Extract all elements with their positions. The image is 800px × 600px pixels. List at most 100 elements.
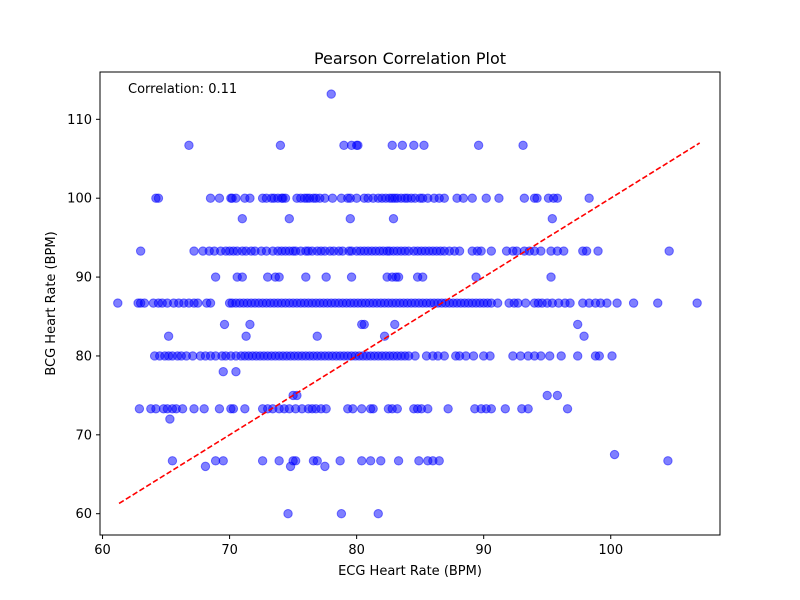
x-tick-label: 60 (94, 543, 111, 558)
scatter-point (418, 272, 428, 282)
scatter-point (200, 461, 211, 472)
scatter-point (458, 193, 469, 203)
scatter-point (579, 331, 589, 341)
chart-title: Pearson Correlation Plot (314, 49, 506, 68)
scatter-point (546, 272, 556, 282)
scatter-point (607, 351, 617, 361)
scatter-point (552, 193, 563, 203)
x-axis-ticks: 60 70 80 90 100 (94, 535, 623, 558)
scatter-point (205, 193, 216, 203)
scatter-point (434, 456, 444, 466)
scatter-point (177, 404, 188, 414)
scatter-point (321, 404, 331, 414)
scatter-point (443, 404, 453, 414)
scatter-point (353, 140, 363, 151)
scatter-point (471, 272, 481, 282)
scatter-point (390, 319, 400, 330)
scatter-point (594, 351, 604, 361)
scatter-point (559, 246, 569, 256)
scatter-point (388, 214, 399, 224)
scatter-point (139, 298, 150, 308)
x-tick-label: 100 (598, 543, 623, 558)
scatter-point (494, 193, 504, 203)
scatter-point (409, 140, 419, 151)
correlation-annotation: Correlation: 0.11 (128, 82, 237, 97)
plot-area-frame (99, 71, 721, 536)
scatter-point (219, 319, 230, 330)
scatter-point (392, 404, 402, 414)
scatter-point (612, 298, 622, 308)
scatter-point (241, 331, 251, 341)
x-tick-label: 80 (348, 543, 365, 558)
scatter-point (326, 89, 336, 99)
scatter-point (275, 140, 286, 151)
scatter-point (113, 298, 123, 308)
scatter-point (274, 272, 284, 282)
scatter-point (664, 246, 674, 256)
scatter-point (602, 298, 612, 308)
scatter-point (473, 140, 484, 151)
scatter-point (285, 461, 296, 472)
scatter-point (327, 193, 338, 203)
scatter-point (573, 319, 583, 330)
scatter-point (346, 272, 357, 282)
scatter-point (245, 193, 255, 203)
scatter-point (492, 298, 503, 308)
scatter-point (283, 509, 293, 519)
scatter-point (609, 449, 620, 460)
scatter-point (393, 456, 404, 466)
scatter-point (184, 140, 194, 151)
scatter-point (274, 456, 284, 466)
scatter-point (357, 404, 367, 414)
scatter-point (692, 298, 702, 308)
scatter-point (565, 298, 575, 308)
scatter-point (218, 367, 228, 377)
scatter-point (165, 414, 175, 424)
scatter-point (231, 193, 241, 203)
scatter-point (365, 456, 376, 466)
scatter-point (628, 298, 639, 308)
scatter-point (359, 319, 369, 330)
scatter-point (345, 214, 355, 224)
scatter-point (653, 298, 663, 308)
scatter-point (454, 246, 465, 256)
y-axis-label: BCG Heart Rate (BPM) (44, 231, 59, 375)
scatter-point (423, 404, 433, 414)
scatter-point (518, 140, 528, 151)
scatter-point (189, 246, 199, 256)
scatter-point (193, 298, 203, 308)
y-tick-label: 70 (75, 428, 92, 443)
scatter-point (237, 272, 248, 282)
scatter-point (163, 331, 174, 341)
y-axis-ticks: 60 70 80 90 100 110 (67, 113, 100, 522)
scatter-point (584, 193, 594, 203)
scatter-point (320, 461, 330, 472)
scatter-point (312, 456, 322, 466)
scatter-point (414, 456, 424, 466)
scatter-point (520, 298, 531, 308)
scatter-point (284, 214, 294, 224)
points-layer (113, 89, 702, 519)
y-tick-label: 90 (75, 271, 92, 286)
scatter-point (545, 351, 555, 361)
scatter-point (301, 272, 311, 282)
scatter-point (467, 193, 477, 203)
scatter-point (410, 351, 420, 361)
scatter-point (205, 298, 216, 308)
scatter-point (476, 246, 486, 256)
scatter-point (486, 404, 497, 414)
scatter-point (336, 509, 347, 519)
scatter-point (214, 404, 225, 414)
scatter-point (552, 390, 563, 401)
scatter-point (523, 404, 533, 414)
y-tick-label: 60 (75, 507, 92, 522)
scatter-point (573, 351, 583, 361)
scatter-point (335, 456, 345, 466)
scatter-point (581, 246, 592, 256)
y-tick-label: 100 (67, 192, 92, 207)
scatter-point (373, 509, 383, 519)
scatter-point (321, 272, 331, 282)
scatter-point (485, 351, 495, 361)
scatter-point (468, 351, 479, 361)
